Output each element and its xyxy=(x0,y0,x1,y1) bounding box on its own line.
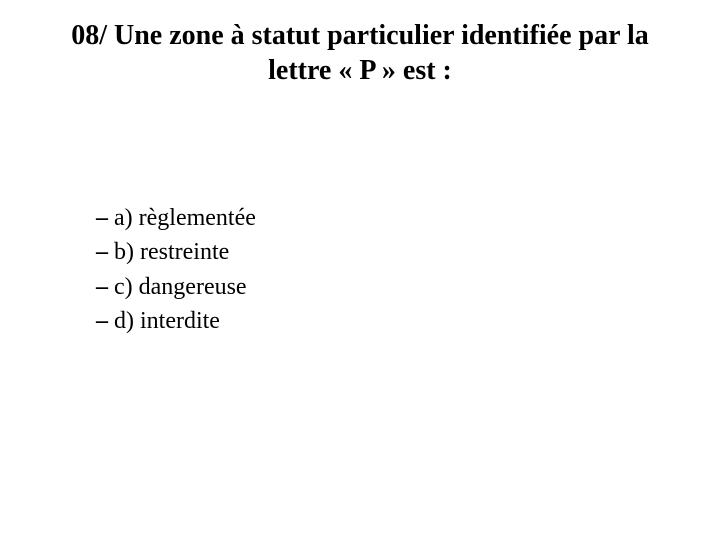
answer-item-d: – d) interdite xyxy=(96,305,660,337)
slide: 08/ Une zone à statut particulier identi… xyxy=(0,0,720,540)
bullet-icon: – xyxy=(96,202,114,234)
answer-text: c) dangereuse xyxy=(114,271,660,303)
answer-item-a: – a) règlementée xyxy=(96,202,660,234)
answer-text: b) restreinte xyxy=(114,236,660,268)
question-title: 08/ Une zone à statut particulier identi… xyxy=(60,18,660,88)
bullet-icon: – xyxy=(96,305,114,337)
answer-text: a) règlementée xyxy=(114,202,660,234)
bullet-icon: – xyxy=(96,271,114,303)
answers-list: – a) règlementée – b) restreinte – c) da… xyxy=(96,200,660,340)
answer-text: d) interdite xyxy=(114,305,660,337)
bullet-icon: – xyxy=(96,236,114,268)
answer-item-c: – c) dangereuse xyxy=(96,271,660,303)
answer-item-b: – b) restreinte xyxy=(96,236,660,268)
